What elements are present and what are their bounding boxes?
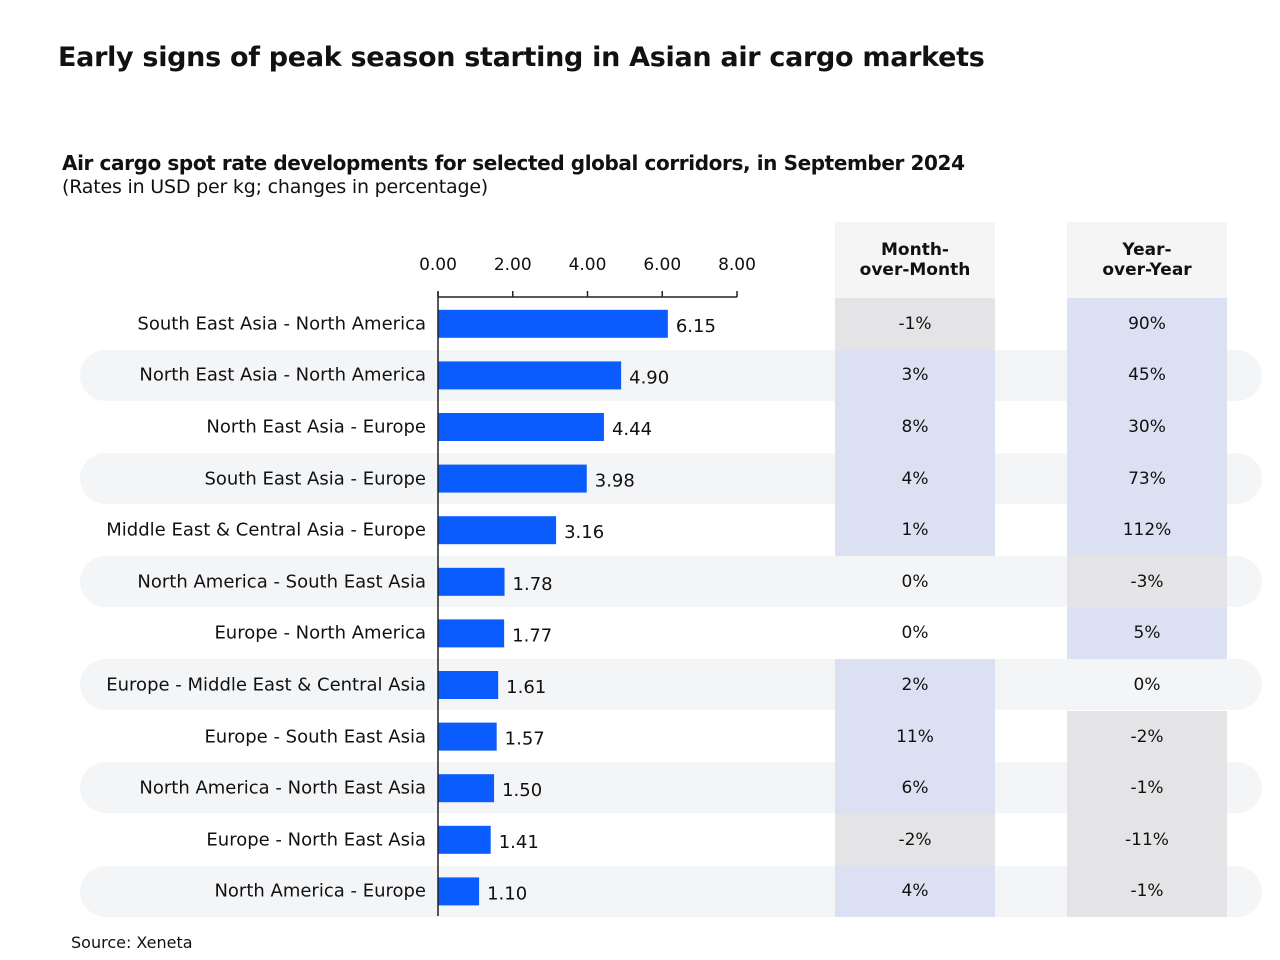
mom-cell: 3% xyxy=(835,349,995,402)
bar xyxy=(438,567,505,596)
bar-value-label: 3.98 xyxy=(595,471,635,492)
yoy-cell: -11% xyxy=(1067,814,1227,866)
mom-cell: 0% xyxy=(901,571,929,592)
bar-value-label: 1.41 xyxy=(499,832,539,853)
bar-value-label: 1.50 xyxy=(502,780,542,801)
bar-value-label: 6.15 xyxy=(676,316,716,337)
mom-cell: 11% xyxy=(835,710,995,763)
category-label: South East Asia - Europe xyxy=(204,468,426,490)
bar xyxy=(438,309,668,338)
row-stripe xyxy=(80,349,1262,401)
yoy-header-line2: over-Year xyxy=(1102,260,1192,280)
category-label: North East Asia - North America xyxy=(139,364,426,386)
mom-header: Month-over-Month xyxy=(835,222,995,298)
yoy-cell: 0% xyxy=(1133,674,1161,695)
category-label: Europe - North East Asia xyxy=(206,829,426,851)
chart-note: (Rates in USD per kg; changes in percent… xyxy=(62,176,489,198)
bar xyxy=(438,671,499,699)
bar-value-label: 1.57 xyxy=(505,729,545,750)
mom-cell: 1% xyxy=(835,504,995,556)
yoy-cell: 90% xyxy=(1067,298,1227,350)
mom-cell: 8% xyxy=(835,401,995,453)
yoy-header-line1: Year- xyxy=(1122,240,1172,260)
category-label: North East Asia - Europe xyxy=(206,416,426,438)
category-label: Europe - North America xyxy=(214,622,426,644)
category-label: North America - South East Asia xyxy=(137,571,426,593)
bar-value-label: 3.16 xyxy=(564,522,604,543)
mom-cell: 2% xyxy=(835,659,995,711)
bar-value-label: 1.77 xyxy=(512,625,552,646)
bar-value-label: 4.90 xyxy=(629,367,669,388)
mom-cell: 6% xyxy=(835,762,995,814)
bar xyxy=(438,774,495,803)
bar xyxy=(438,619,505,648)
category-label: Europe - South East Asia xyxy=(204,726,426,748)
yoy-header: Year-over-Year xyxy=(1067,222,1227,298)
yoy-cell: -1% xyxy=(1067,865,1227,918)
bar xyxy=(438,516,557,545)
yoy-cell: -2% xyxy=(1067,710,1227,763)
source-note: Source: Xeneta xyxy=(71,933,193,952)
yoy-cell: -1% xyxy=(1067,762,1227,814)
row-stripe xyxy=(80,762,1262,814)
yoy-cell: 73% xyxy=(1067,452,1227,505)
x-tick-label: 6.00 xyxy=(643,255,682,275)
mom-cell: 4% xyxy=(835,865,995,918)
bar xyxy=(438,825,491,854)
x-tick-label: 0.00 xyxy=(419,255,457,275)
mom-cell: 4% xyxy=(835,452,995,505)
yoy-cell: 30% xyxy=(1067,401,1227,453)
bar xyxy=(438,413,604,441)
mom-header-line2: over-Month xyxy=(859,260,971,280)
row-stripe xyxy=(80,452,1262,504)
row-stripe xyxy=(80,659,1262,711)
x-tick-label: 8.00 xyxy=(718,255,756,275)
category-label: Europe - Middle East & Central Asia xyxy=(106,674,426,696)
bar-value-label: 4.44 xyxy=(612,419,652,440)
yoy-cell: -3% xyxy=(1067,556,1227,608)
bar xyxy=(438,361,622,390)
bar-value-label: 1.10 xyxy=(487,883,527,904)
page-title: Early signs of peak season starting in A… xyxy=(58,42,985,73)
row-stripe xyxy=(80,556,1262,607)
category-label: South East Asia - North America xyxy=(137,313,426,335)
yoy-cell: 45% xyxy=(1067,349,1227,402)
bar-value-label: 1.78 xyxy=(513,574,553,595)
chart-subtitle: Air cargo spot rate developments for sel… xyxy=(62,151,965,175)
category-label: Middle East & Central Asia - Europe xyxy=(106,519,426,541)
bar xyxy=(438,877,480,906)
yoy-cell: 112% xyxy=(1067,504,1227,556)
mom-cell: -1% xyxy=(835,298,995,350)
category-label: North America - North East Asia xyxy=(139,777,426,799)
bar-value-label: 1.61 xyxy=(506,677,546,698)
bar xyxy=(438,464,587,493)
category-label: North America - Europe xyxy=(214,880,426,902)
x-tick-label: 2.00 xyxy=(493,255,532,275)
mom-cell: 0% xyxy=(901,623,929,644)
mom-header-line1: Month- xyxy=(881,240,949,260)
row-stripe xyxy=(80,865,1262,917)
yoy-cell: 5% xyxy=(1067,607,1227,660)
x-tick-label: 4.00 xyxy=(568,255,607,275)
bar xyxy=(438,722,497,751)
mom-cell: -2% xyxy=(835,814,995,866)
